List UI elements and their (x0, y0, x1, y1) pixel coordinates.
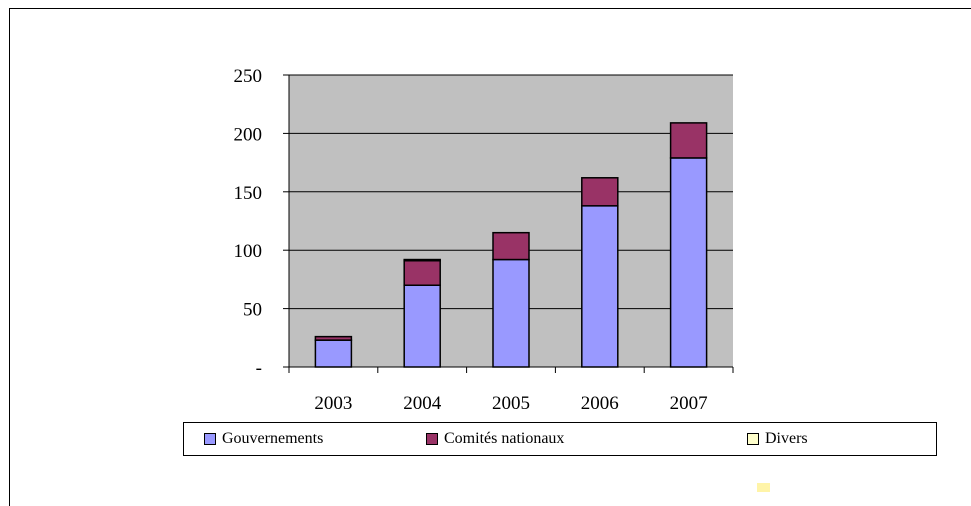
legend-label-1: Comités nationaux (444, 430, 565, 447)
legend-swatch-2 (747, 433, 759, 445)
bar-2004-series-1 (403, 259, 441, 286)
bar-2007-series-0 (669, 157, 708, 368)
legend-item-1: Comités nationaux (426, 430, 564, 448)
legend-swatch-1 (426, 433, 438, 445)
legend-swatch-0 (204, 433, 216, 445)
bar-2004-series-0 (403, 284, 441, 368)
x-tick-label-0: 2003 (314, 393, 352, 414)
legend-item-2: Divers (747, 430, 808, 448)
y-tick-label-0: - (256, 358, 262, 379)
y-tick-label-4: 200 (234, 124, 263, 145)
bar-2006-series-0 (581, 205, 619, 368)
bar-2005-series-1 (492, 231, 530, 261)
frame-border-top (9, 8, 971, 9)
bar-2003-series-0 (314, 339, 353, 368)
x-tick-label-1: 2004 (403, 393, 442, 414)
legend: Gouvernements Comités nationaux Divers (183, 422, 937, 456)
x-tick-label-3: 2006 (581, 393, 619, 414)
bar-2007-series-1 (669, 122, 708, 159)
y-tick-label-5: 250 (234, 66, 263, 87)
y-tick-label-2: 100 (234, 241, 263, 262)
x-tick-label-4: 2007 (670, 393, 708, 414)
y-tick-label-3: 150 (234, 183, 263, 204)
bar-2004-series-2 (403, 258, 441, 262)
frame-border-left (9, 8, 10, 506)
stacked-bar-chart: - 50 100 150 200 250 2003 2004 2005 2006 2007 (234, 66, 734, 414)
y-tick-label-1: 50 (243, 300, 262, 321)
bar-2005-series-0 (492, 258, 530, 368)
x-tick-label-2: 2005 (492, 393, 530, 414)
legend-item-0: Gouvernements (204, 430, 323, 448)
legend-label-2: Divers (765, 430, 808, 447)
axes (283, 74, 734, 373)
decorative-mark (757, 483, 770, 492)
bar-2006-series-1 (581, 177, 619, 207)
bar-2003-series-1 (314, 335, 353, 341)
tick-labels: - 50 100 150 200 250 2003 2004 2005 2006 2007 (234, 66, 708, 414)
legend-label-0: Gouvernements (222, 430, 324, 447)
